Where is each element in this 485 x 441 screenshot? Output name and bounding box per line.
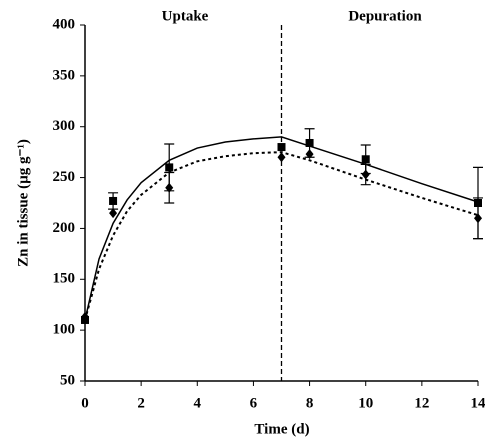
x-tick-label: 14 — [471, 395, 485, 411]
x-axis-label: Time (d) — [254, 421, 309, 437]
x-tick-label: 4 — [194, 395, 202, 411]
marker-square — [305, 138, 314, 147]
marker-diamond — [361, 169, 370, 180]
fit-line — [84, 151, 479, 321]
marker-diamond — [474, 213, 482, 224]
marker-square — [277, 143, 286, 152]
y-tick-label: 350 — [53, 67, 76, 83]
x-tick-label: 6 — [250, 395, 258, 411]
y-tick-label: 150 — [53, 271, 76, 287]
x-tick-label: 0 — [81, 395, 89, 411]
x-tick-label: 8 — [306, 395, 314, 411]
marker-square — [165, 163, 174, 172]
y-tick-label: 300 — [53, 118, 76, 134]
marker-diamond — [305, 149, 314, 160]
marker-diamond — [165, 182, 174, 193]
phase-label: Uptake — [162, 8, 209, 24]
y-axis-label: Zn in tissue (µg g⁻¹) — [15, 139, 31, 267]
marker-diamond — [81, 311, 89, 322]
y-tick-label: 100 — [53, 322, 76, 338]
marker-square — [109, 196, 118, 205]
x-tick-label: 2 — [137, 395, 145, 411]
phase-label: Depuration — [348, 8, 422, 24]
fit-line — [84, 136, 479, 321]
x-tick-label: 10 — [358, 395, 373, 411]
marker-diamond — [109, 208, 118, 219]
marker-diamond — [277, 152, 286, 163]
y-tick-label: 250 — [53, 169, 76, 185]
x-tick-label: 12 — [414, 395, 429, 411]
marker-square — [361, 155, 370, 164]
y-tick-label: 400 — [53, 16, 76, 32]
y-tick-label: 50 — [60, 372, 75, 388]
y-tick-label: 200 — [53, 220, 76, 236]
